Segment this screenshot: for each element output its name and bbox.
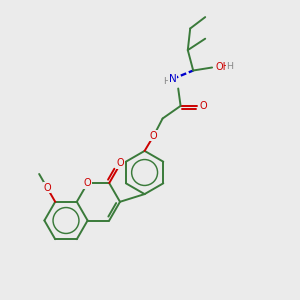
Text: O: O <box>43 182 51 193</box>
Text: O: O <box>200 101 208 111</box>
Text: OH: OH <box>216 62 231 72</box>
Text: O: O <box>117 158 124 168</box>
Text: O: O <box>150 131 158 141</box>
Text: O: O <box>84 178 92 188</box>
Text: N: N <box>169 74 177 84</box>
Text: H: H <box>163 76 170 85</box>
Text: H: H <box>226 62 234 71</box>
